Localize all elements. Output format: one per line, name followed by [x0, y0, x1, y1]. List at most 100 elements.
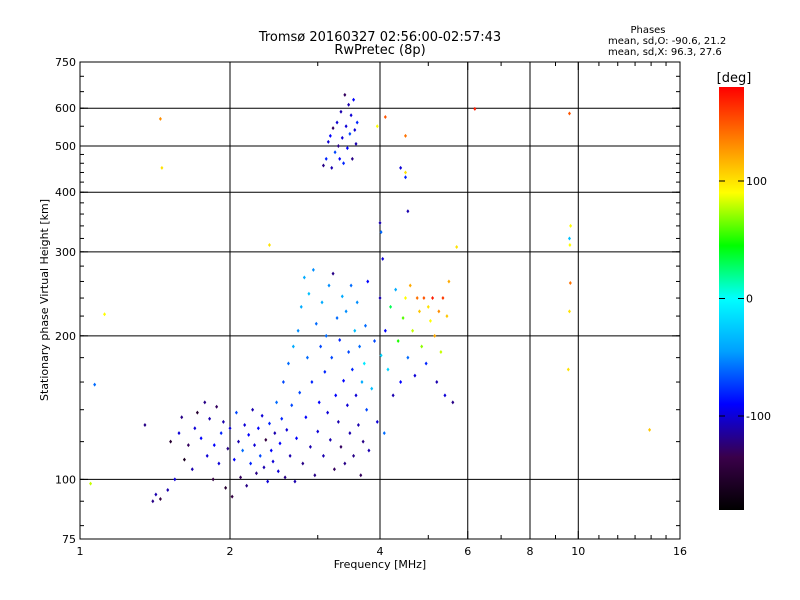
data-point — [348, 431, 352, 436]
data-point — [251, 407, 255, 412]
data-point — [437, 309, 441, 314]
data-point — [221, 419, 225, 424]
data-point — [352, 453, 356, 458]
data-point — [256, 426, 260, 431]
data-point — [301, 461, 305, 466]
data-point — [308, 444, 312, 449]
data-point — [247, 432, 251, 437]
data-point — [370, 386, 374, 391]
data-point — [342, 161, 346, 166]
data-point — [366, 279, 370, 284]
data-point — [347, 102, 351, 107]
data-point — [326, 410, 330, 415]
data-point — [278, 441, 282, 446]
data-point — [336, 419, 340, 424]
data-point — [281, 380, 285, 385]
data-point — [335, 120, 339, 125]
stats-line-x: mean, sd,X: 96.3, 27.6 — [608, 47, 722, 58]
data-point — [298, 390, 302, 395]
data-point — [378, 220, 382, 225]
data-point — [379, 353, 383, 358]
data-point — [262, 465, 266, 470]
data-point — [93, 382, 97, 387]
x-axis-label: Frequency [MHz] — [334, 558, 426, 571]
data-point — [365, 407, 369, 412]
data-point — [190, 467, 194, 472]
x-axis-ticks: 1 2 4 6 8 10 16 — [77, 62, 687, 558]
stats-heading: Phases — [630, 25, 665, 36]
data-point — [313, 473, 317, 478]
data-point — [330, 355, 334, 360]
data-point — [355, 300, 359, 305]
data-point — [89, 481, 93, 486]
data-point — [335, 315, 339, 320]
plot-area: 1 2 4 6 8 10 16 75 100 200 300 400 500 600 750 — [55, 56, 687, 558]
data-point — [362, 361, 366, 366]
data-point — [349, 283, 353, 288]
x-tick-label: 10 — [571, 545, 585, 558]
data-point — [334, 393, 338, 398]
data-point — [331, 126, 335, 131]
data-point — [389, 304, 393, 309]
data-point — [182, 457, 186, 462]
data-point — [349, 113, 353, 118]
data-point — [415, 296, 419, 301]
data-point — [327, 283, 331, 288]
data-point — [154, 492, 158, 497]
data-point — [338, 156, 342, 161]
data-point — [350, 367, 354, 372]
data-point — [417, 309, 421, 314]
data-point — [271, 459, 275, 464]
data-point — [345, 403, 349, 408]
y-axis-label: Stationary phase Virtual Height [km] — [38, 199, 51, 401]
data-point — [215, 404, 219, 409]
data-point — [260, 413, 264, 418]
data-point — [455, 245, 459, 250]
y-tick-label: 500 — [55, 140, 76, 153]
data-point — [420, 344, 424, 349]
data-point — [158, 496, 162, 501]
data-point — [324, 156, 328, 161]
data-point — [433, 333, 437, 338]
data-point — [166, 488, 170, 493]
data-point — [326, 139, 330, 144]
data-point — [567, 236, 571, 241]
data-point — [321, 163, 325, 168]
data-point — [269, 448, 273, 453]
data-point — [399, 165, 403, 170]
data-point — [219, 431, 223, 436]
data-point — [411, 328, 415, 333]
data-point — [344, 309, 348, 314]
data-point — [343, 461, 347, 466]
y-tick-label: 600 — [55, 102, 76, 115]
stats-line-o: mean, sd,O: -90.6, 21.2 — [608, 36, 726, 47]
data-point — [180, 415, 184, 420]
data-point — [382, 431, 386, 436]
data-point — [254, 471, 258, 476]
data-point — [328, 437, 332, 442]
data-point — [158, 116, 162, 121]
data-point — [353, 328, 357, 333]
data-point — [447, 279, 451, 284]
data-point — [323, 369, 327, 374]
data-point — [103, 312, 107, 317]
data-point — [381, 256, 385, 261]
data-point — [299, 304, 303, 309]
data-point — [339, 444, 343, 449]
data-point — [217, 461, 221, 466]
data-point — [296, 328, 300, 333]
data-point — [567, 111, 571, 116]
data-point — [211, 477, 215, 482]
data-point — [569, 223, 573, 228]
data-point — [350, 156, 354, 161]
data-point — [243, 423, 247, 428]
data-point — [406, 355, 410, 360]
data-point — [373, 339, 377, 344]
data-point — [241, 448, 245, 453]
data-point — [426, 304, 430, 309]
chart-subtitle: RwPretec (8p) — [334, 43, 425, 58]
data-point — [208, 416, 212, 421]
data-point — [394, 287, 398, 292]
data-point — [328, 133, 332, 138]
y-axis-ticks: 75 100 200 300 400 500 600 750 — [55, 56, 680, 546]
